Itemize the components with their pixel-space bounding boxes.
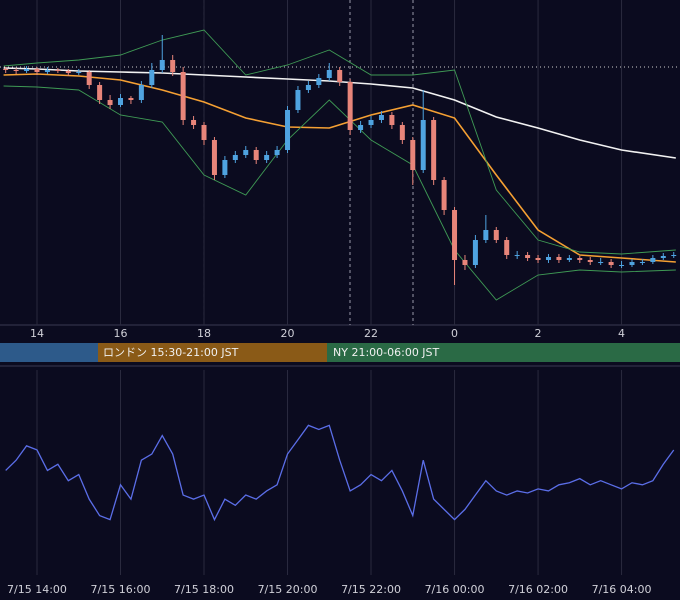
candle-body <box>629 262 635 265</box>
candle-body <box>608 262 614 265</box>
candle-body <box>128 98 134 100</box>
candle-body <box>441 180 447 210</box>
x-tick-label: 7/15 20:00 <box>258 583 318 596</box>
candle-body <box>149 70 155 85</box>
candle-body <box>410 140 416 170</box>
candle-body <box>201 125 207 140</box>
candle-body <box>180 72 186 120</box>
candle-body <box>24 69 30 71</box>
candle-body <box>483 230 489 240</box>
candle-body <box>222 160 228 175</box>
candle-body <box>65 71 71 73</box>
candle-body <box>431 120 437 180</box>
line <box>3 85 676 301</box>
x-tick-label: 7/15 16:00 <box>91 583 151 596</box>
candle-body <box>44 70 50 72</box>
candle-body <box>525 255 531 258</box>
candle-body <box>660 256 666 258</box>
candle-body <box>159 60 165 70</box>
candle-body <box>264 155 270 160</box>
candle-body <box>378 115 384 120</box>
line <box>3 29 676 255</box>
candle-body <box>337 70 343 82</box>
candle-body <box>347 82 353 130</box>
candle-body <box>514 255 520 256</box>
candle-body <box>462 260 468 265</box>
candle-body <box>545 257 551 260</box>
x-tick-label: 7/15 18:00 <box>174 583 234 596</box>
candle-body <box>138 85 144 100</box>
candle-body <box>566 258 572 260</box>
candle-body <box>118 98 124 105</box>
session-label: NY 21:00-06:00 JST <box>333 346 440 359</box>
x-tick-label: 16 <box>114 327 128 340</box>
candle-body <box>389 115 395 125</box>
candle-body <box>3 69 9 70</box>
candle-body <box>13 70 19 71</box>
candle-body <box>493 230 499 240</box>
candle-body <box>358 125 364 130</box>
session-label: ロンドン 15:30-21:00 JST <box>103 346 239 359</box>
candle-body <box>86 72 92 85</box>
candle-body <box>399 125 405 140</box>
candle-body <box>650 258 656 262</box>
x-tick-label: 7/16 00:00 <box>425 583 485 596</box>
candle-body <box>76 72 82 73</box>
x-tick-label: 7/16 04:00 <box>592 583 652 596</box>
candle-body <box>671 255 677 256</box>
ny-session <box>327 343 680 362</box>
candle-body <box>232 155 238 160</box>
candle-body <box>316 78 322 85</box>
x-tick-label: 7/16 02:00 <box>508 583 568 596</box>
x-tick-label: 18 <box>197 327 211 340</box>
candle-body <box>274 150 280 155</box>
candle-body <box>243 150 249 155</box>
candle-body <box>170 60 176 72</box>
candle-body <box>368 120 374 125</box>
candle-body <box>253 150 259 160</box>
candle-body <box>107 100 113 105</box>
candle-body <box>191 120 197 125</box>
candle-body <box>326 70 332 78</box>
candle-body <box>211 140 217 175</box>
candle-body <box>472 240 478 265</box>
candle-body <box>577 258 583 260</box>
candle-body <box>598 262 604 263</box>
x-tick-label: 22 <box>364 327 378 340</box>
x-tick-label: 7/15 14:00 <box>7 583 67 596</box>
candle-body <box>295 90 301 110</box>
candle-body <box>587 260 593 262</box>
london-session <box>98 343 327 362</box>
candle-body <box>55 70 61 71</box>
x-tick-label: 2 <box>535 327 542 340</box>
tokyo-session <box>0 343 98 362</box>
x-tick-label: 4 <box>618 327 625 340</box>
candle-body <box>535 258 541 260</box>
x-tick-label: 14 <box>30 327 44 340</box>
candle-body <box>639 262 645 263</box>
line <box>3 73 676 263</box>
candle-body <box>556 257 562 260</box>
candle-body <box>619 265 625 266</box>
candle-body <box>285 110 291 150</box>
candle-body <box>504 240 510 255</box>
candle-body <box>305 85 311 90</box>
x-tick-label: 20 <box>281 327 295 340</box>
candle-body <box>420 120 426 170</box>
candle-body <box>34 69 40 72</box>
candle-body <box>97 85 103 100</box>
x-tick-label: 7/15 22:00 <box>341 583 401 596</box>
candle-body <box>452 210 458 260</box>
line <box>5 424 675 522</box>
x-tick-label: 0 <box>451 327 458 340</box>
